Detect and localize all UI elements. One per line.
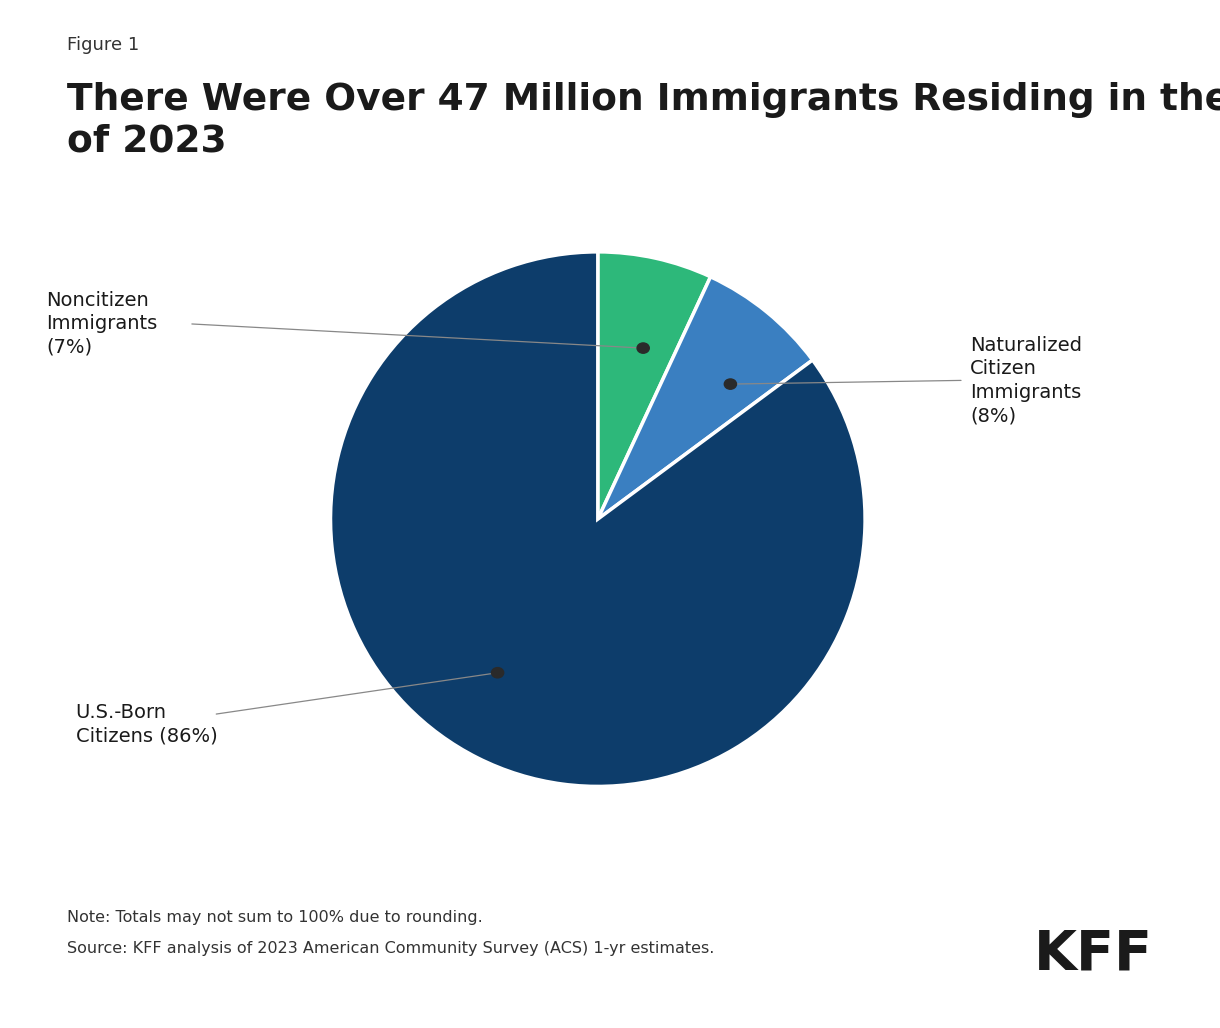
Wedge shape xyxy=(331,252,865,786)
Wedge shape xyxy=(598,277,813,519)
Wedge shape xyxy=(598,252,710,519)
Text: Note: Totals may not sum to 100% due to rounding.: Note: Totals may not sum to 100% due to … xyxy=(67,910,483,925)
Text: U.S.-Born
Citizens (86%): U.S.-Born Citizens (86%) xyxy=(76,703,217,746)
Text: KFF: KFF xyxy=(1033,927,1153,982)
Text: Noncitizen
Immigrants
(7%): Noncitizen Immigrants (7%) xyxy=(46,291,157,357)
Text: Source: KFF analysis of 2023 American Community Survey (ACS) 1-yr estimates.: Source: KFF analysis of 2023 American Co… xyxy=(67,941,715,956)
Text: Naturalized
Citizen
Immigrants
(8%): Naturalized Citizen Immigrants (8%) xyxy=(970,335,1082,426)
Text: Figure 1: Figure 1 xyxy=(67,36,139,54)
Text: There Were Over 47 Million Immigrants Residing in the U.S. as
of 2023: There Were Over 47 Million Immigrants Re… xyxy=(67,82,1220,159)
